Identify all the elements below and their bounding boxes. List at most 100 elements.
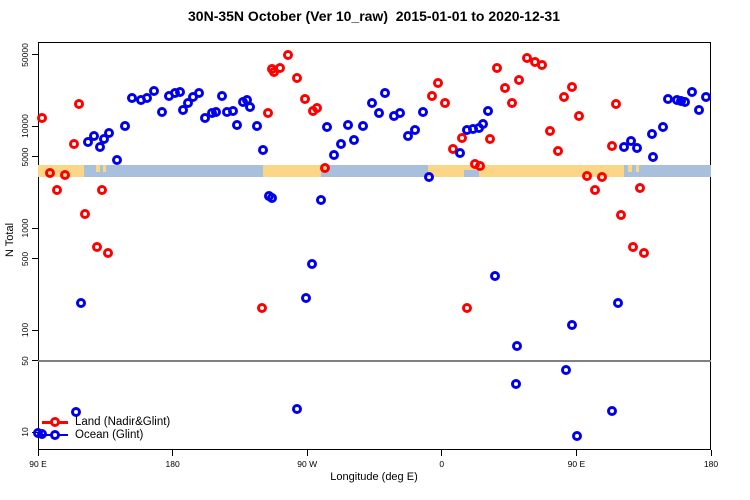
ocean-point <box>379 88 390 99</box>
ocean-point <box>618 142 629 153</box>
land-point <box>44 168 55 179</box>
ocean-point <box>120 121 131 132</box>
y-tick <box>32 227 38 229</box>
reference-line-50 <box>38 359 711 362</box>
x-tick <box>441 450 443 456</box>
ocean-point <box>111 155 122 166</box>
ocean-point <box>200 113 211 124</box>
land-point <box>638 248 649 259</box>
strip-land-speckle <box>636 165 640 172</box>
ocean-point <box>646 129 657 140</box>
land-point <box>573 111 584 122</box>
ocean-point <box>366 98 377 109</box>
chart-title: 30N-35N October (Ver 10_raw) 2015-01-01 … <box>188 8 560 24</box>
land-point <box>37 113 48 124</box>
ocean-point <box>257 145 268 155</box>
land-point <box>319 163 330 174</box>
land-point <box>97 185 107 196</box>
ocean-point <box>315 195 326 206</box>
ocean-point <box>647 152 658 163</box>
land-point <box>426 91 437 102</box>
ocean-point <box>394 108 405 119</box>
x-tick <box>306 450 308 456</box>
ocean-point <box>88 131 99 142</box>
ocean-point <box>156 107 167 118</box>
ocean-point <box>292 404 303 415</box>
ocean-point <box>328 150 339 161</box>
land-legend-circle-icon <box>50 417 60 427</box>
land-point <box>73 99 84 110</box>
land-point <box>91 242 102 253</box>
ocean-legend-circle-icon <box>50 429 60 440</box>
strip-land-segment <box>428 165 624 178</box>
y-tick-label: 100 <box>20 323 30 338</box>
ocean-point <box>321 122 332 133</box>
x-tick <box>575 450 577 456</box>
land-point <box>282 50 293 61</box>
y-tick <box>32 54 38 56</box>
ocean-point <box>403 131 413 142</box>
ocean-point <box>483 106 493 117</box>
x-tick-label: 90 E <box>567 459 586 469</box>
y-axis-title: N Total <box>4 222 16 257</box>
ocean-point <box>567 320 578 331</box>
ocean-point <box>349 135 359 146</box>
y-tick <box>32 360 38 362</box>
land-point <box>627 242 638 253</box>
land-point <box>506 98 517 109</box>
land-point <box>474 161 485 172</box>
ocean-legend-symbol <box>42 429 68 440</box>
land-point <box>500 83 511 94</box>
legend-item-ocean: Ocean (Glint) <box>42 429 143 441</box>
land-point <box>51 185 62 196</box>
land-point <box>69 138 80 149</box>
land-point <box>611 99 622 110</box>
land-point <box>311 103 322 114</box>
x-tick <box>172 450 174 456</box>
ocean-point <box>662 94 673 105</box>
ocean-point <box>267 193 278 204</box>
land-point <box>274 62 285 73</box>
y-tick-label: 5000 <box>20 147 30 167</box>
ocean-point <box>510 379 521 390</box>
land-point <box>292 73 303 83</box>
ocean-point <box>373 108 384 119</box>
ocean-point <box>104 128 115 139</box>
ocean-point <box>612 298 623 309</box>
land-point <box>606 141 617 152</box>
ocean-point <box>477 118 488 129</box>
ocean-point <box>410 125 421 136</box>
ocean-point <box>454 148 465 159</box>
land-point <box>545 126 556 137</box>
ocean-point <box>700 91 711 102</box>
land-point <box>582 171 593 182</box>
legend-item-land: Land (Nadir&Glint) <box>42 416 170 428</box>
ocean-point <box>251 121 262 132</box>
land-point <box>491 62 502 73</box>
strip-land-speckle <box>627 165 633 172</box>
land-point <box>634 183 645 194</box>
land-point <box>102 248 113 259</box>
x-tick-label: 0 <box>439 459 445 469</box>
strip-land-speckle <box>95 165 101 172</box>
ocean-point <box>687 87 697 98</box>
ocean-point <box>512 341 523 352</box>
ocean-point <box>490 271 501 282</box>
y-tick <box>32 156 38 158</box>
ocean-point <box>423 172 434 183</box>
ocean-point <box>694 105 705 116</box>
land-point <box>589 185 600 196</box>
x-tick-label: 180 <box>703 459 719 469</box>
ocean-point <box>149 86 160 97</box>
x-tick-label: 90 W <box>297 459 318 469</box>
legend-label-land: Land (Nadir&Glint) <box>75 416 171 428</box>
land-point <box>553 146 563 157</box>
ocean-point <box>245 102 256 113</box>
ocean-point <box>606 406 617 417</box>
land-point <box>596 172 607 183</box>
ocean-point <box>657 122 668 133</box>
plot-area <box>38 42 711 450</box>
ocean-point <box>216 90 227 101</box>
x-tick <box>710 450 712 456</box>
y-tick-label: 10 <box>20 427 30 437</box>
